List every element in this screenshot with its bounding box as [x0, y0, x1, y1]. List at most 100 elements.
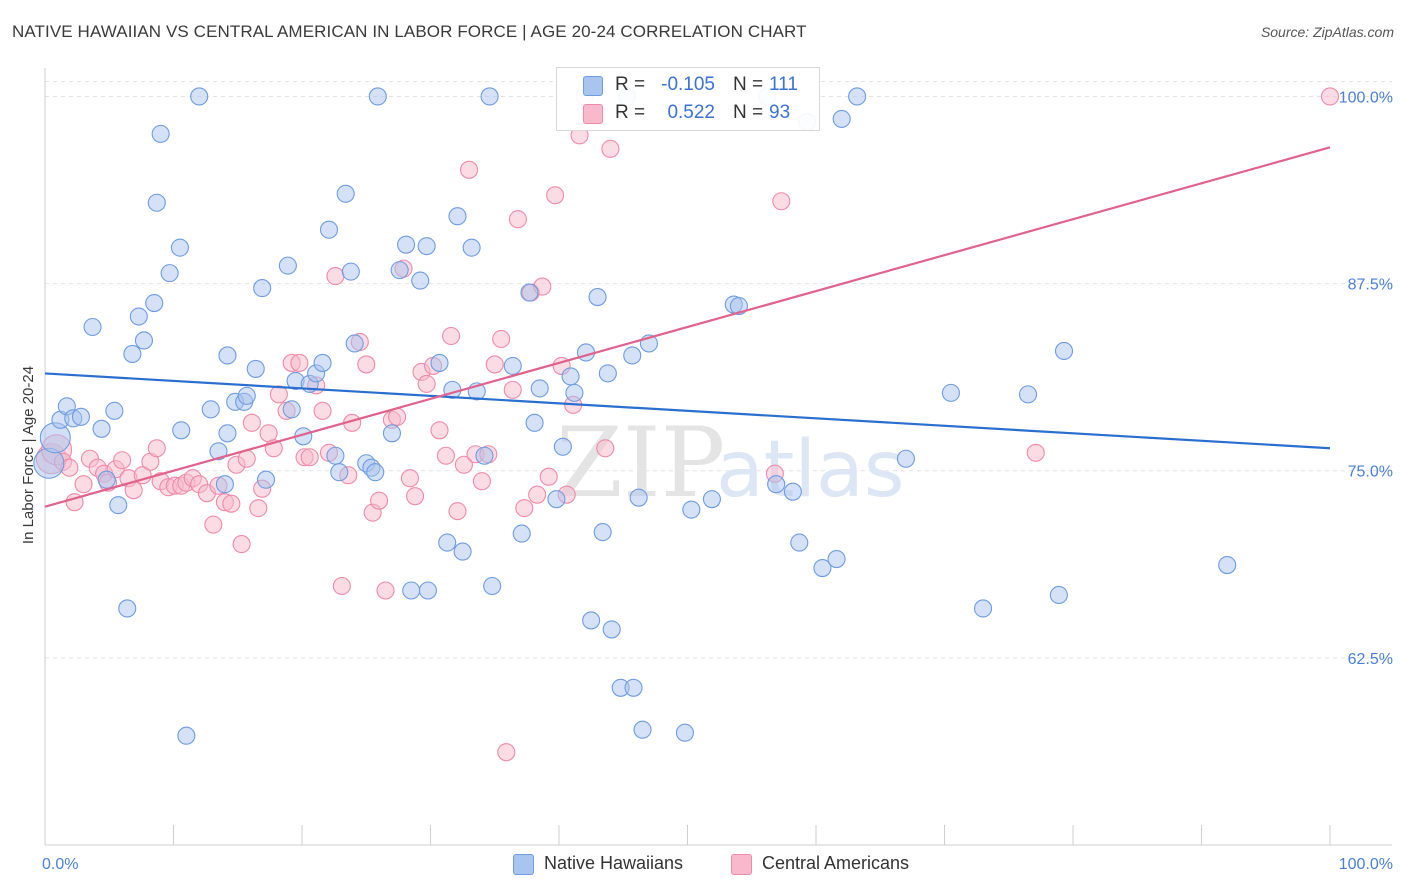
point-native-hawaiians	[783, 482, 802, 501]
trend-lines	[44, 146, 1331, 508]
point-native-hawaiians	[483, 576, 502, 596]
point-central-americans	[1026, 443, 1045, 462]
point-native-hawaiians	[92, 419, 111, 438]
y-axis-label: In Labor Force | Age 20-24	[20, 366, 37, 544]
point-native-hawaiians	[237, 386, 256, 405]
point-central-americans	[503, 380, 522, 399]
point-native-hawaiians	[330, 463, 349, 482]
point-native-hawaiians	[390, 261, 409, 280]
legend-swatch-central-americans	[583, 104, 603, 124]
y-tick-label: 87.5%	[1348, 277, 1393, 294]
point-native-hawaiians	[553, 437, 572, 456]
source-credit: Source: ZipAtlas.com	[1260, 24, 1394, 40]
point-central-americans	[204, 515, 223, 534]
tick-labels: 62.5% 75.0% 87.5% 100.0% 0.0% 100.0%	[42, 89, 1393, 873]
point-native-hawaiians	[215, 475, 234, 494]
point-native-hawaiians	[462, 238, 481, 257]
point-native-hawaiians	[382, 424, 402, 443]
point-native-hawaiians	[145, 294, 164, 313]
point-central-americans	[326, 267, 345, 286]
point-central-americans	[249, 499, 268, 518]
point-native-hawaiians	[366, 463, 385, 482]
point-native-hawaiians	[547, 490, 566, 509]
bottom-legend-label-central-americans: Central Americans	[762, 853, 910, 873]
point-native-hawaiians	[118, 599, 137, 618]
point-central-americans	[313, 401, 332, 420]
point-native-hawaiians	[598, 364, 617, 383]
point-central-americans	[459, 160, 479, 179]
point-native-hawaiians	[480, 87, 499, 106]
point-central-americans	[357, 355, 376, 374]
point-central-americans	[508, 210, 527, 229]
point-native-hawaiians	[453, 542, 472, 561]
point-central-americans	[370, 491, 389, 510]
point-central-americans	[222, 494, 241, 513]
legend-row-central-americans: R = 0.522 N = 93	[557, 100, 819, 128]
point-native-hawaiians	[336, 184, 355, 203]
point-native-hawaiians	[633, 720, 652, 739]
point-central-americans	[147, 439, 166, 458]
legend-r-label: R =	[615, 74, 646, 95]
point-native-hawaiians	[368, 87, 387, 106]
point-native-hawaiians	[702, 490, 721, 509]
legend-row-hawaiians: R = -0.105 N = 111	[557, 72, 819, 100]
point-native-hawaiians	[561, 367, 580, 386]
point-central-americans	[259, 424, 278, 443]
point-native-hawaiians	[565, 383, 584, 402]
point-central-americans	[290, 353, 309, 372]
point-native-hawaiians	[172, 421, 191, 440]
point-central-americans	[772, 192, 791, 211]
point-native-hawaiians	[1054, 341, 1074, 361]
point-native-hawaiians	[282, 400, 301, 419]
point-native-hawaiians	[71, 407, 91, 426]
point-central-americans	[485, 355, 504, 374]
point-native-hawaiians	[160, 264, 179, 283]
point-native-hawaiians	[177, 726, 196, 745]
point-native-hawaiians	[582, 611, 601, 630]
point-native-hawaiians	[411, 271, 430, 290]
point-native-hawaiians	[218, 346, 237, 365]
point-native-hawaiians	[827, 550, 846, 569]
point-central-americans	[232, 535, 251, 554]
point-central-americans	[400, 469, 419, 488]
point-central-americans	[601, 139, 620, 158]
point-native-hawaiians	[438, 533, 457, 552]
point-native-hawaiians	[593, 523, 612, 542]
point-native-hawaiians	[503, 356, 522, 375]
point-central-americans	[332, 576, 351, 596]
point-native-hawaiians	[675, 723, 694, 742]
point-native-hawaiians	[813, 558, 832, 578]
x-tick-label-min: 0.0%	[42, 856, 78, 873]
point-native-hawaiians	[729, 296, 748, 316]
point-native-hawaiians	[190, 87, 209, 106]
legend-n-value: 111	[769, 74, 798, 95]
point-central-americans	[74, 475, 93, 494]
point-native-hawaiians	[319, 220, 339, 239]
point-native-hawaiians	[345, 334, 364, 353]
point-native-hawaiians	[624, 678, 643, 697]
point-native-hawaiians	[209, 442, 228, 461]
trend-line-central-americans	[44, 146, 1331, 508]
point-native-hawaiians	[629, 488, 648, 507]
point-native-hawaiians	[430, 353, 449, 372]
point-native-hawaiians	[83, 317, 102, 337]
point-native-hawaiians	[326, 446, 345, 465]
point-native-hawaiians	[278, 256, 297, 275]
bottom-legend-swatch-hawaiians	[513, 854, 534, 875]
legend-n-value: 93	[769, 102, 791, 123]
y-tick-label: 62.5%	[1348, 651, 1393, 668]
point-central-americans	[448, 502, 467, 521]
point-native-hawaiians	[576, 343, 596, 362]
point-native-hawaiians	[39, 422, 71, 454]
point-native-hawaiians	[418, 581, 437, 600]
watermark: ZIP atlas	[556, 407, 905, 519]
point-native-hawaiians	[973, 599, 993, 618]
point-central-americans	[492, 329, 511, 349]
point-native-hawaiians	[313, 353, 332, 372]
point-native-hawaiians	[129, 307, 148, 326]
point-central-americans	[436, 446, 455, 465]
point-native-hawaiians	[201, 400, 220, 419]
point-native-hawaiians	[109, 496, 128, 515]
y-tick-label: 100.0%	[1339, 89, 1393, 106]
trend-line-native-hawaiians	[44, 372, 1331, 450]
